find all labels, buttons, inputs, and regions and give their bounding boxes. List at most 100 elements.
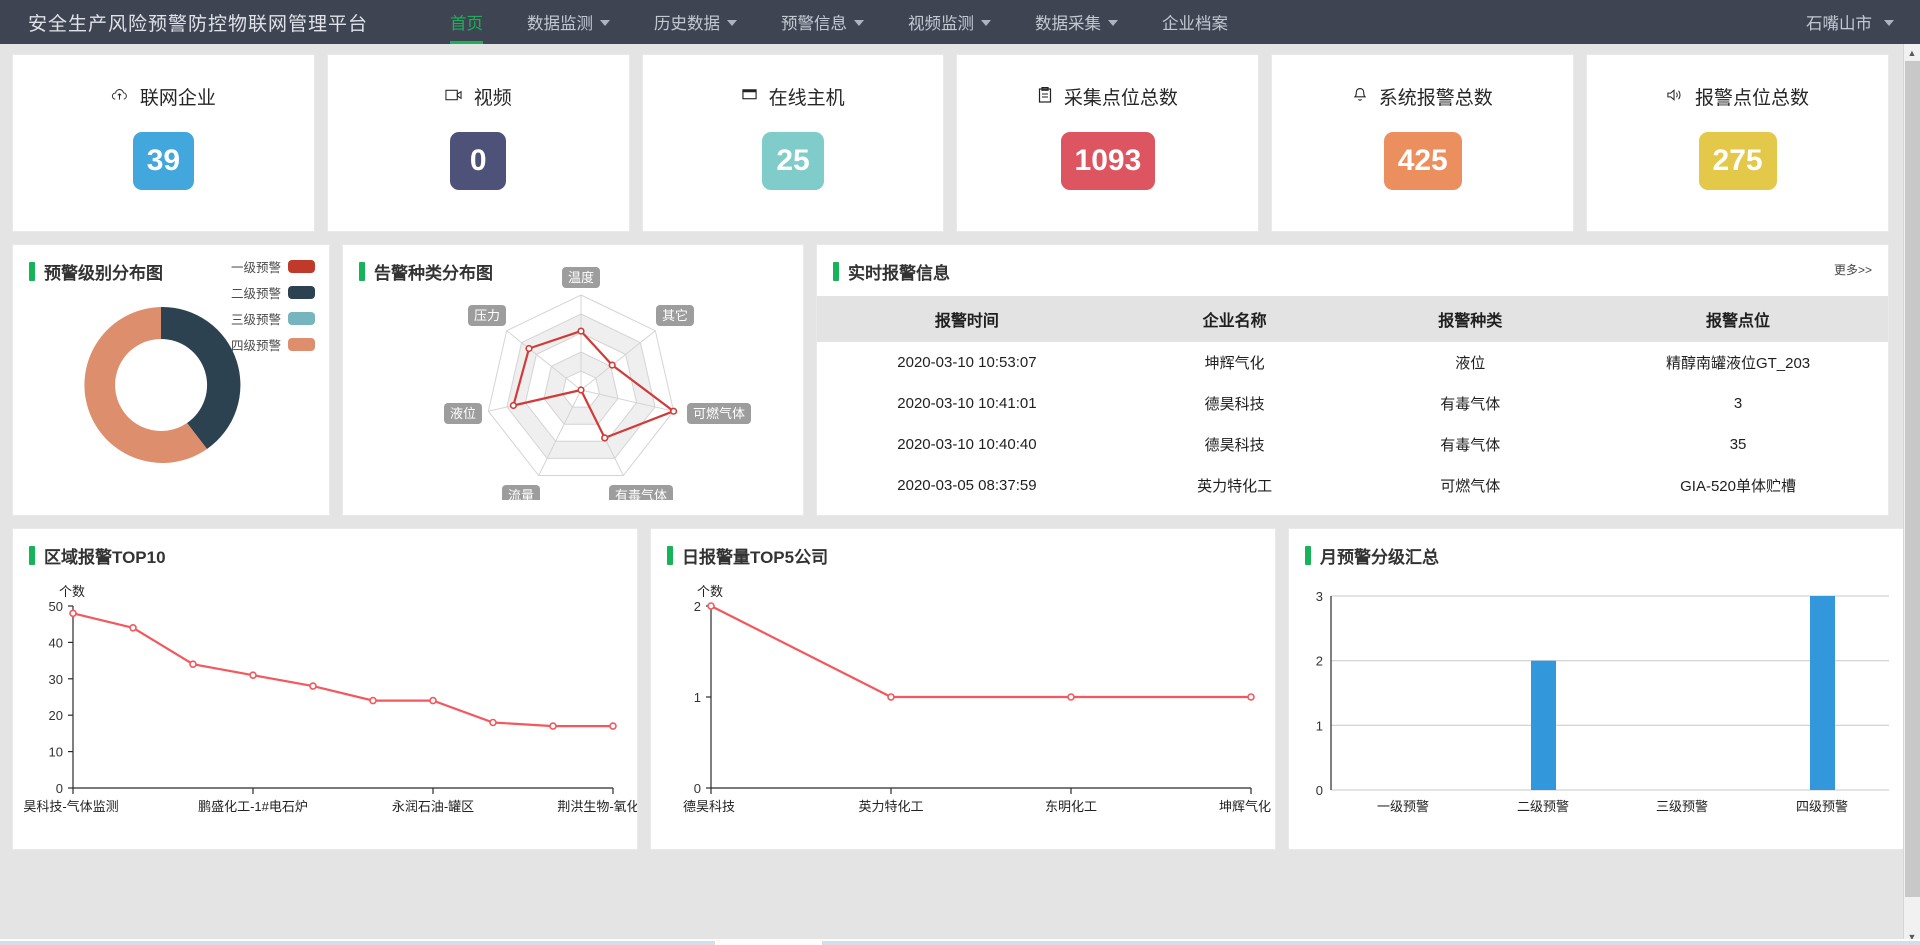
vertical-scrollbar[interactable]: ▲ ▼ (1903, 44, 1920, 945)
kpi-card-alarm-points[interactable]: 报警点位总数 275 (1586, 54, 1889, 232)
x-axis-ticks (710, 788, 1252, 794)
nav-item-label: 企业档案 (1162, 15, 1229, 33)
kpi-value-badge: 39 (132, 132, 195, 190)
panel-monthly-alarm-grade: 月预警分级汇总 0 1 2 3 (1288, 528, 1914, 850)
donut-chart[interactable] (13, 284, 329, 509)
nav-item-alarm-info[interactable]: 预警信息 (759, 0, 886, 44)
svg-text:温度: 温度 (568, 270, 594, 285)
line-chart-daily-top5[interactable]: 个数 0 1 2 (651, 568, 1275, 836)
table-header-cell: 报警种类 (1352, 296, 1589, 342)
nav-item-label: 数据采集 (1035, 15, 1102, 33)
legend-item[interactable]: 四级预警 (231, 335, 315, 354)
line-series (72, 612, 613, 728)
panel-title: 实时报警信息 (817, 245, 950, 284)
kpi-value-badge: 275 (1698, 132, 1777, 190)
scroll-up-arrow-icon[interactable]: ▲ (1904, 44, 1920, 61)
bar-series (1531, 596, 1835, 790)
svg-text:流量: 流量 (508, 488, 534, 500)
nav-item-home[interactable]: 首页 (428, 0, 505, 44)
svg-text:50: 50 (49, 599, 63, 614)
panel-alarm-type-distribution: 告警种类分布图 (342, 244, 804, 516)
panel-daily-alarm-top5: 日报警量TOP5公司 个数 0 1 2 (650, 528, 1276, 850)
legend-label: 四级预警 (230, 339, 281, 353)
grid-lines (1331, 595, 1889, 791)
cell-alarm-type: 有毒气体 (1440, 437, 1501, 454)
chevron-down-icon (854, 20, 865, 26)
kpi-header: 视频 (445, 83, 512, 110)
cell-alarm-type: 可燃气体 (1440, 478, 1501, 495)
table-row[interactable]: 2020-03-10 10:40:40 德昊科技 有毒气体 35 (817, 424, 1888, 465)
nav-item-enterprise-archive[interactable]: 企业档案 (1140, 0, 1250, 44)
kpi-card-connected-enterprises[interactable]: 联网企业 39 (12, 54, 315, 232)
more-link[interactable]: 更多>> (1833, 263, 1872, 277)
kpi-value-badge: 0 (450, 132, 507, 190)
region-selector[interactable]: 石嘴山市 (1806, 0, 1920, 44)
bar-chart-monthly-grade[interactable]: 0 1 2 3 一级预警 二级预警 三级预 (1289, 568, 1913, 836)
panel-region-alarm-top10: 区域报警TOP10 个数 0 10 20 30 40 50 (12, 528, 653, 850)
svg-text:1: 1 (1316, 718, 1323, 733)
table-row[interactable]: 2020-03-10 10:53:07 坤辉气化 液位 精醇南罐液位GT_203 (817, 342, 1888, 383)
panel-realtime-alarm-info: 实时报警信息 更多>> 报警时间 企业名称 报警种类 报警点位 (816, 244, 1889, 516)
monitor-icon (741, 88, 757, 105)
nav-item-data-collection[interactable]: 数据采集 (1013, 0, 1140, 44)
radar-series (512, 329, 675, 440)
donut-slice-level4 (84, 307, 207, 463)
top-navigation-bar: 安全生产风险预警防控物联网管理平台 首页 数据监测 历史数据 预警信息 视频监测 (0, 0, 1920, 44)
scrollbar-thumb[interactable] (1905, 61, 1920, 897)
app-brand-title: 安全生产风险预警防控物联网管理平台 (28, 13, 369, 35)
radar-chart[interactable]: 温度 其它 可燃气体 有毒气体 流量 液位 压力 (343, 250, 803, 506)
chevron-down-icon (727, 20, 738, 26)
video-icon (445, 88, 462, 106)
svg-text:0: 0 (694, 781, 701, 796)
legend-label: 一级预警 (230, 261, 281, 275)
y-axis-ticks: 0 1 2 3 (1316, 589, 1323, 798)
legend-label: 三级预警 (230, 313, 281, 327)
table-row[interactable]: 2020-03-10 10:41:01 德昊科技 有毒气体 3 (817, 383, 1888, 424)
legend-item[interactable]: 一级预警 (231, 257, 315, 276)
svg-text:40: 40 (49, 635, 63, 650)
cell-alarm-time: 2020-03-10 10:40:40 (897, 436, 1037, 453)
nav-item-data-monitor[interactable]: 数据监测 (505, 0, 632, 44)
legend-item[interactable]: 二级预警 (231, 283, 315, 302)
panel-title: 日报警量TOP5公司 (651, 529, 1275, 568)
kpi-header: 采集点位总数 (1038, 83, 1178, 110)
kpi-card-video[interactable]: 视频 0 (326, 54, 630, 232)
svg-text:30: 30 (49, 672, 63, 687)
y-axis-unit-label: 个数 (59, 584, 85, 599)
svg-text:0: 0 (56, 781, 63, 796)
kpi-label: 系统报警总数 (1378, 88, 1493, 109)
svg-text:0: 0 (1316, 783, 1323, 798)
kpi-label: 联网企业 (139, 88, 216, 109)
svg-text:1: 1 (694, 690, 701, 705)
donut-slice-level2 (161, 306, 241, 449)
nav-item-label: 预警信息 (781, 15, 848, 33)
panel-title: 预警级别分布图 (13, 245, 329, 284)
legend-swatch (288, 312, 315, 325)
kpi-header: 在线主机 (741, 83, 845, 110)
svg-text:有毒气体: 有毒气体 (615, 488, 667, 500)
svg-text:坤辉气化: 坤辉气化 (1219, 799, 1271, 814)
cell-alarm-type: 液位 (1455, 355, 1486, 372)
panel-title: 月预警分级汇总 (1289, 529, 1913, 568)
cell-alarm-time: 2020-03-10 10:53:07 (897, 354, 1037, 371)
line-chart-region-top10[interactable]: 个数 0 10 20 30 40 50 (13, 568, 652, 836)
legend-item[interactable]: 三级预警 (231, 309, 315, 328)
line-markers (69, 609, 617, 730)
kpi-card-collection-points[interactable]: 采集点位总数 1093 (956, 54, 1260, 232)
cell-alarm-time: 2020-03-10 10:41:01 (897, 395, 1037, 412)
bar-level4 (1810, 596, 1835, 790)
kpi-card-online-hosts[interactable]: 在线主机 25 (641, 54, 945, 232)
svg-text:二级预警: 二级预警 (1517, 799, 1569, 814)
cell-alarm-time: 2020-03-05 08:37:59 (897, 477, 1037, 494)
cell-alarm-point: GIA-520单体贮槽 (1680, 478, 1796, 495)
nav-item-history-data[interactable]: 历史数据 (632, 0, 759, 44)
kpi-card-system-alarms[interactable]: 系统报警总数 425 (1271, 54, 1575, 232)
table-row[interactable]: 2020-03-05 08:37:59 英力特化工 可燃气体 GIA-520单体… (817, 465, 1888, 506)
legend-swatch (288, 286, 315, 299)
dashboard-content: 联网企业 39 视频 0 在线主机 (0, 44, 1914, 850)
kpi-value-badge: 425 (1383, 132, 1462, 190)
svg-text:三级预警: 三级预警 (1656, 799, 1708, 814)
svg-text:鹏盛化工-1#电石炉: 鹏盛化工-1#电石炉 (198, 799, 308, 814)
nav-item-video-monitor[interactable]: 视频监测 (886, 0, 1013, 44)
cloud-upload-icon (111, 87, 128, 106)
